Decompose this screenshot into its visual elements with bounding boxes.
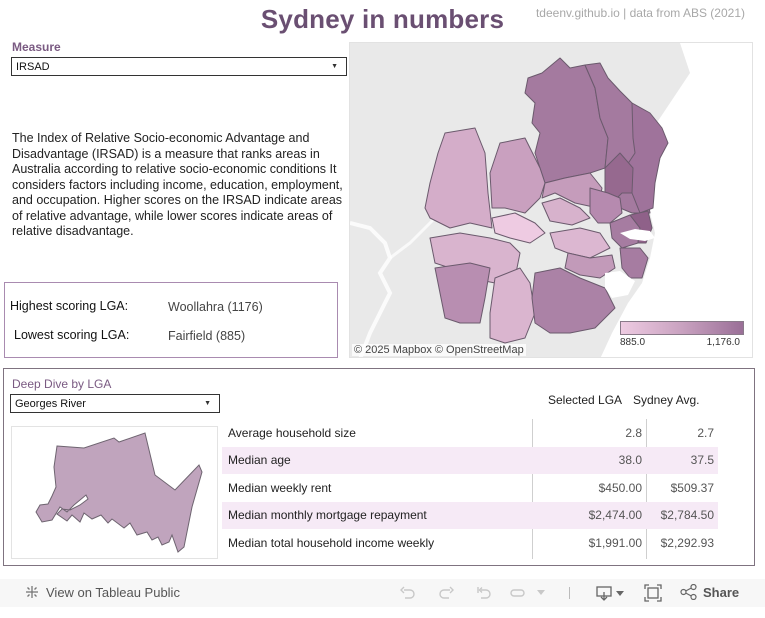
lowest-label: Lowest scoring LGA:	[14, 328, 130, 342]
ocean-area	[600, 43, 752, 357]
choropleth-map[interactable]: 885.0 1,176.0 © 2025 Mapbox © OpenStreet…	[349, 42, 753, 358]
map-attribution[interactable]: © 2025 Mapbox © OpenStreetMap	[352, 344, 526, 356]
average-value: 37.5	[690, 453, 714, 468]
chevron-down-icon: ▼	[331, 63, 338, 70]
metric-name: Median monthly mortgage repayment	[228, 508, 427, 523]
metric-name: Median total household income weekly	[228, 535, 435, 550]
score-summary-box: Highest scoring LGA: Woollahra (1176) Lo…	[4, 282, 338, 358]
lowest-value: Fairfield (885)	[168, 329, 246, 343]
table-row: Median age 38.0 37.5	[222, 446, 718, 474]
average-value: $2,292.93	[660, 535, 714, 550]
map-canvas	[350, 43, 752, 357]
legend-max-value: 1,176.0	[706, 337, 740, 348]
deep-dive-panel: Deep Dive by LGA Georges River ▼ Selecte…	[3, 368, 755, 566]
column-divider	[646, 419, 647, 559]
column-divider	[532, 419, 533, 559]
metric-name: Average household size	[228, 425, 356, 440]
table-row: Average household size 2.8 2.7	[222, 419, 718, 447]
lga-shape-view	[11, 426, 218, 559]
average-value: 2.7	[697, 425, 714, 440]
share-button[interactable]: Share	[680, 584, 739, 600]
column-header-selected: Selected LGA	[548, 393, 623, 407]
tableau-logo-icon	[26, 586, 38, 598]
deep-dive-label: Deep Dive by LGA	[12, 377, 112, 391]
lga-metrics-table: Average household size 2.8 2.7 Median ag…	[222, 419, 718, 559]
selected-value: $2,474.00	[588, 508, 642, 523]
measure-description: The Index of Relative Socio-economic Adv…	[12, 131, 343, 238]
metric-name: Median age	[228, 453, 291, 468]
share-label: Share	[703, 584, 740, 600]
chevron-down-icon: ▼	[204, 400, 211, 407]
selected-value: $450.00	[598, 480, 642, 495]
tableau-toolbar: View on Tableau Public Share	[0, 579, 765, 607]
average-value: $2,784.50	[660, 508, 714, 523]
lga-dropdown[interactable]: Georges River ▼	[10, 394, 220, 413]
table-row: Median total household income weekly $1,…	[222, 529, 718, 557]
download-icon[interactable]	[593, 584, 627, 602]
view-on-tableau-public-link[interactable]: View on Tableau Public	[24, 584, 180, 600]
refresh-dropdown-chevron-icon[interactable]	[535, 584, 547, 602]
page-title: Sydney in numbers	[260, 4, 505, 34]
view-on-tableau-label: View on Tableau Public	[46, 584, 180, 600]
highest-value: Woollahra (1176)	[168, 300, 263, 314]
refresh-icon[interactable]	[508, 584, 528, 602]
table-row: Median monthly mortgage repayment $2,474…	[222, 501, 718, 529]
selected-value: $1,991.00	[588, 535, 642, 550]
fullscreen-icon[interactable]	[643, 584, 663, 602]
average-value: $509.37	[670, 480, 714, 495]
credit-text: tdeenv.github.io | data from ABS (2021)	[535, 6, 745, 20]
revert-icon[interactable]	[474, 584, 494, 602]
highest-label: Highest scoring LGA:	[10, 299, 129, 313]
metric-name: Median weekly rent	[228, 480, 332, 495]
measure-label: Measure	[12, 40, 61, 54]
legend-min-value: 885.0	[620, 337, 646, 348]
selected-value: 2.8	[625, 425, 642, 440]
selected-value: 38.0	[618, 453, 642, 468]
measure-selected-value: IRSAD	[16, 60, 50, 73]
color-legend-bar	[620, 321, 744, 335]
column-header-average: Sydney Avg.	[633, 393, 700, 407]
redo-icon[interactable]	[436, 584, 456, 602]
undo-icon[interactable]	[398, 584, 418, 602]
toolbar-divider	[569, 587, 570, 599]
lga-outline-shape	[35, 432, 203, 553]
share-icon	[680, 584, 697, 600]
lga-selected-value: Georges River	[15, 397, 86, 410]
measure-dropdown[interactable]: IRSAD ▼	[11, 57, 347, 76]
table-row: Median weekly rent $450.00 $509.37	[222, 474, 718, 502]
